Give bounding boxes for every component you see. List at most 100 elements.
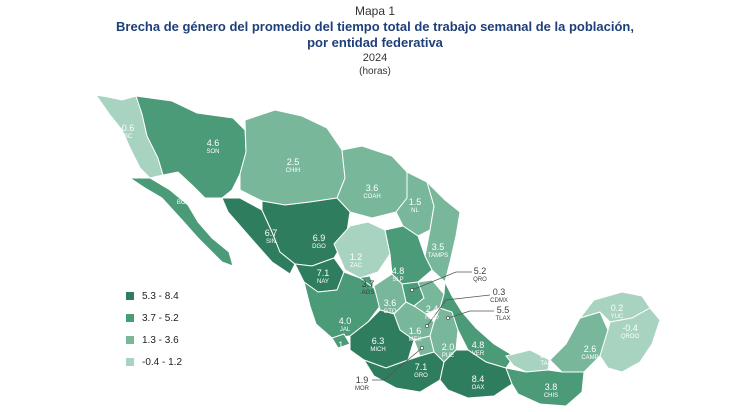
state-value-tamps: 3.5 <box>432 242 445 252</box>
callout-dot-mor <box>420 346 424 350</box>
state-abbr-mex: MEX <box>408 337 421 343</box>
state-value-son: 4.6 <box>207 138 220 148</box>
state-abbr-nl: NL <box>411 208 419 214</box>
legend-swatch-3 <box>126 336 134 344</box>
state-abbr-qro: QRO <box>473 277 487 283</box>
state-abbr-coah: COAH <box>363 194 380 200</box>
state-abbr-mich: MICH <box>370 347 385 353</box>
state-abbr-qroo: QROO <box>621 334 640 340</box>
legend-swatch-1 <box>126 292 134 300</box>
legend-item: 1.3 - 3.6 <box>126 334 182 346</box>
legend: 5.3 - 8.4 3.7 - 5.2 1.3 - 3.6 -0.4 - 1.2 <box>126 290 182 378</box>
map-label: Mapa 1 <box>354 4 396 18</box>
state-abbr-chih: CHIH <box>286 168 301 174</box>
state-abbr-oax: OAX <box>472 385 485 391</box>
state-value-chih: 2.5 <box>287 157 300 167</box>
state-value-camp: 2.6 <box>584 344 597 354</box>
state-coah <box>336 145 408 219</box>
state-value-col: 4.1 <box>331 340 344 350</box>
state-abbr-jal: JAL <box>340 327 351 333</box>
state-value-gto: 3.6 <box>384 298 397 308</box>
state-value-pue: 2.0 <box>442 342 455 352</box>
state-abbr-tlax: TLAX <box>495 316 510 322</box>
legend-swatch-2 <box>126 314 134 322</box>
state-qroo <box>599 307 661 373</box>
state-abbr-camp: CAMP <box>581 355 598 361</box>
state-value-bcs: 3.9 <box>177 189 190 199</box>
state-abbr-sin: SIN <box>266 239 276 245</box>
state-value-mex: 1.6 <box>409 326 422 336</box>
state-value-oax: 8.4 <box>472 374 485 384</box>
state-value-qroo: -0.4 <box>622 323 638 333</box>
callout-line-cdmx <box>426 294 491 327</box>
state-value-nay: 7.1 <box>317 268 330 278</box>
callout-line-tlax <box>447 310 494 319</box>
state-value-nl: 1.5 <box>409 197 422 207</box>
state-value-jal: 4.0 <box>339 316 352 326</box>
legend-label-1: 5.3 - 8.4 <box>142 290 179 302</box>
state-sin <box>221 197 296 275</box>
state-abbr-tab: TAB <box>540 361 551 367</box>
state-value-chis: 3.8 <box>545 382 558 392</box>
state-bcs <box>128 177 234 267</box>
state-value-zac: 1.2 <box>350 252 363 262</box>
state-abbr-ags: AGS <box>362 290 375 296</box>
state-abbr-dgo: DGO <box>312 244 326 250</box>
callout-dot-tlax <box>446 316 450 320</box>
legend-item: -0.4 - 1.2 <box>126 356 182 368</box>
state-value-bc: 0.6 <box>122 123 135 133</box>
legend-label-3: 1.3 - 3.6 <box>142 334 179 346</box>
state-abbr-nay: NAY <box>317 279 329 285</box>
legend-item: 3.7 - 5.2 <box>126 312 182 324</box>
state-abbr-ver: VER <box>472 351 485 357</box>
state-abbr-bcs: BCS <box>177 200 189 206</box>
state-value-dgo: 6.9 <box>313 233 326 243</box>
legend-label-2: 3.7 - 5.2 <box>142 312 179 324</box>
state-value-cdmx: 0.3 <box>493 287 506 297</box>
state-abbr-mor: MOR <box>355 386 370 392</box>
state-value-tab: 0.1 <box>540 350 553 360</box>
callout-line-mor <box>372 347 423 381</box>
state-abbr-son: SON <box>206 149 219 155</box>
callout-dot-cdmx <box>425 324 429 328</box>
state-value-slp: 4.8 <box>392 266 405 276</box>
state-value-sin: 6.7 <box>265 228 278 238</box>
state-abbr-cdmx: CDMX <box>490 298 508 304</box>
state-value-qro: 5.2 <box>474 266 487 276</box>
state-chis <box>505 367 585 407</box>
state-value-hgo: 2.4 <box>426 304 439 314</box>
state-value-gro: 7.1 <box>415 362 428 372</box>
state-value-tlax: 5.5 <box>497 305 510 315</box>
state-value-ver: 4.8 <box>472 340 485 350</box>
state-abbr-yuc: YUC <box>611 314 624 320</box>
state-abbr-tamps: TAMPS <box>428 253 448 259</box>
state-abbr-col: COL <box>331 351 344 357</box>
state-value-coah: 3.6 <box>366 183 379 193</box>
state-abbr-hgo: HGO <box>425 315 439 321</box>
state-abbr-pue: PUE <box>442 353 454 359</box>
state-abbr-slp: SLP <box>392 277 403 283</box>
map-year: 2024 <box>362 52 388 64</box>
state-value-mor: 1.9 <box>356 375 369 385</box>
callout-dot-qro <box>410 288 414 292</box>
map-title-line1: Brecha de género del promedio del tiempo… <box>116 19 634 34</box>
state-value-mich: 6.3 <box>372 336 385 346</box>
state-abbr-bc: BC <box>124 134 133 140</box>
callout-line-qro <box>411 271 472 291</box>
map-title-line2: por entidad federativa <box>307 35 443 50</box>
state-abbr-chis: CHIS <box>544 393 558 399</box>
map-unit: (horas) <box>359 66 391 77</box>
legend-item: 5.3 - 8.4 <box>126 290 182 302</box>
state-camp <box>549 311 609 373</box>
legend-swatch-4 <box>126 358 134 366</box>
state-value-yuc: 0.2 <box>611 303 624 313</box>
state-value-ags: 3.7 <box>362 279 375 289</box>
state-abbr-zac: ZAC <box>350 263 363 269</box>
state-abbr-gro: GRO <box>414 373 428 379</box>
state-slp <box>384 225 433 285</box>
state-abbr-gto: GTO <box>384 309 397 315</box>
state-hgo <box>413 279 445 315</box>
legend-label-4: -0.4 - 1.2 <box>142 356 183 368</box>
states-layer <box>94 94 661 407</box>
